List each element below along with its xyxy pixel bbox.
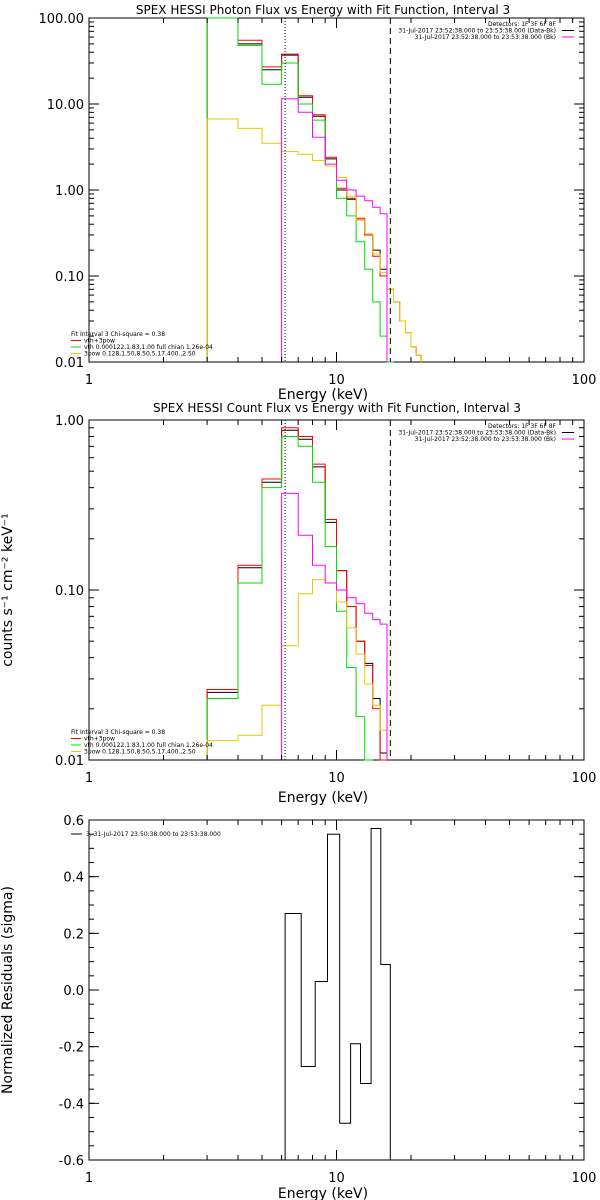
photon-flux-x-tick-label: 1 [85,373,93,388]
residuals-x-tick-label: 100 [572,1171,597,1186]
photon-flux-legend-bottomleft-text: Fit Interval 3 Chi-square = 0.38 [71,331,165,338]
count-flux-legend-topright-text: 31-Jul-2017 23:52:38.000 to 23:53:38.000… [415,436,556,443]
residuals-axes-frame [88,819,585,1161]
count-flux-x-axis-label: Energy (keV) [278,790,368,806]
count-flux-x-tick-label: 100 [572,771,597,786]
count-flux-x-tick-label: 1 [85,771,93,786]
residuals-x-axis-label: Energy (keV) [278,1186,368,1200]
residuals-x-tick-label: 1 [85,1171,93,1186]
count-flux-series-1 [206,427,387,761]
photon-flux-title: SPEX HESSI Photon Flux vs Energy with Fi… [136,3,510,17]
count-flux-x-tick-label: 10 [328,771,345,786]
photon-flux-legend-topright-text: 31-Jul-2017 23:52:38.000 to 23:53:38.000… [415,34,556,41]
residuals-panel: 1 10 100 -0.6 -0.4 -0.2 0.0 0.2 0.4 0.6 Energy (k… [0,814,596,1200]
count-flux-y-tick-label: 1.00 [55,414,84,429]
photon-flux-y-tick-label: 0.01 [55,356,84,371]
count-flux-y-axis-label: counts s⁻¹ cm⁻² keV⁻¹ [0,513,16,667]
count-flux-series-2 [206,436,373,761]
photon-flux-legend-bottomleft-text: 3pow 0.128,1.50,8.50,5.17,400.,2.50 [84,351,196,358]
photon-flux-x-tick-label: 10 [328,373,345,388]
photon-flux-panel: SPEX HESSI Photon Flux vs Energy with Fi… [39,3,597,403]
photon-flux-legend-bottomleft-text: vth+3pow [84,338,115,345]
residuals-legend-text: 3, 31-Jul-2017 23:50:38.000 to 23:53:38.… [86,831,221,838]
count-flux-series-4 [281,492,388,760]
residuals-y-tick-label: -0.2 [59,1041,84,1056]
residuals-y-tick-label: -0.4 [59,1097,84,1112]
residuals-y-tick-label: 0.6 [63,814,84,829]
count-flux-legend-topright-text: 31-Jul-2017 23:52:38.000 to 23:53:38.000… [398,430,556,437]
photon-flux-y-tick-label: 1.00 [55,184,84,199]
residuals-y-tick-label: 0.4 [63,871,84,886]
photon-flux-x-axis-label: Energy (keV) [278,387,368,403]
photon-flux-legend-topright-text: 31-Jul-2017 23:52:38.000 to 23:53:38.000… [398,28,556,35]
residuals-y-tick-label: 0.0 [63,984,84,999]
photon-flux-y-tick-label: 0.10 [55,270,84,285]
photon-flux-series-0 [206,17,388,362]
photon-flux-x-tick-label: 100 [572,373,597,388]
residuals-x-tick-label: 10 [328,1171,345,1186]
residuals-y-axis-label: Normalized Residuals (sigma) [0,886,16,1094]
count-flux-y-tick-label: 0.10 [55,584,84,599]
residuals-series-0 [284,828,391,1160]
count-flux-legend-bottomleft-text: Fit Interval 3 Chi-square = 0.38 [71,729,165,736]
count-flux-y-tick-label: 0.01 [55,754,84,769]
count-flux-legend-topright-text: Detectors: 1F 3F 6F 8F [488,423,557,430]
photon-flux-series-4 [281,98,388,362]
photon-flux-y-tick-label: 100.00 [39,12,85,27]
count-flux-title: SPEX HESSI Count Flux vs Energy with Fit… [153,401,521,415]
residuals-y-tick-label: -0.6 [59,1154,84,1169]
count-flux-series-0 [206,429,388,760]
photon-flux-series-3 [206,118,422,362]
count-flux-legend-bottomleft-text: 3pow 0.128,1.50,8.50,5.17,400.,2.50 [84,749,196,756]
photon-flux-legend-bottomleft-text: vth 0.000122,1.83,1.00 full chian 1.26e-… [84,344,213,351]
residuals-y-tick-label: 0.2 [63,927,84,942]
photon-flux-legend-topright-text: Detectors: 1F 3F 6F 8F [488,21,557,28]
count-flux-panel: SPEX HESSI Count Flux vs Energy with Fit… [0,401,596,806]
count-flux-legend-bottomleft-text: vth 0.000122,1.83,1.00 full chian 1.26e-… [84,742,213,749]
count-flux-series-3 [206,579,388,760]
photon-flux-series-1 [206,17,422,362]
photon-flux-series-2 [206,17,394,363]
count-flux-legend-bottomleft-text: vth+3pow [84,736,115,743]
photon-flux-y-tick-label: 10.00 [47,98,84,113]
